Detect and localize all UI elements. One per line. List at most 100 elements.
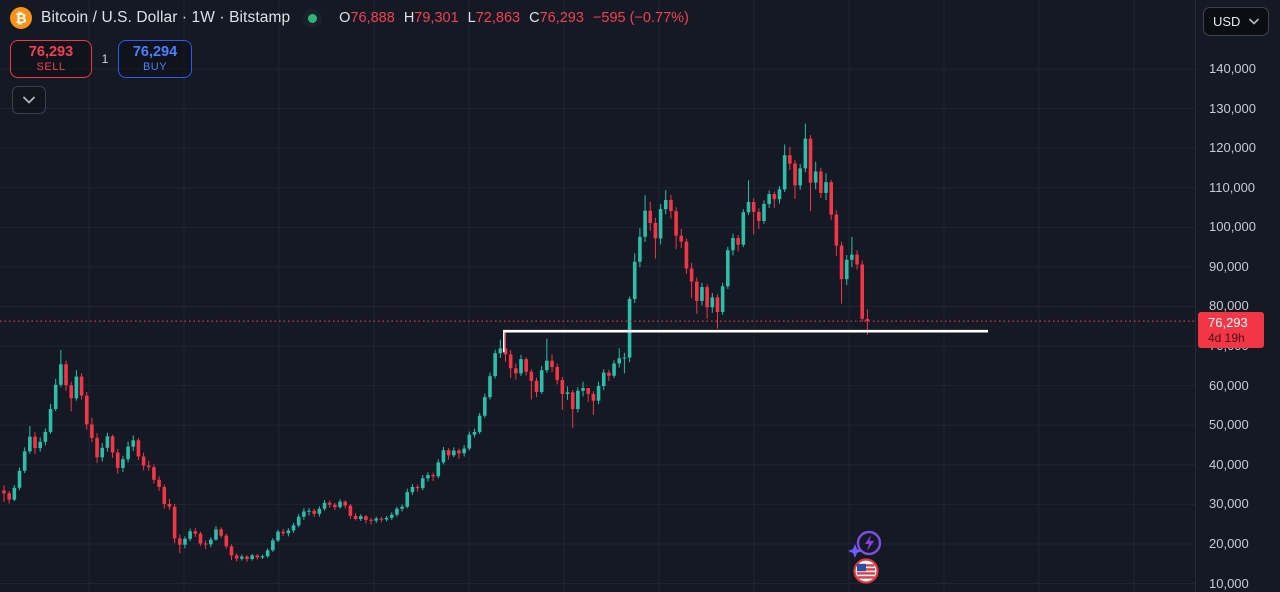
candle-body (850, 254, 854, 260)
candle-body (193, 531, 198, 534)
price-axis-label: 20,000 (1209, 535, 1249, 551)
us-flag-event-icon[interactable] (853, 558, 879, 589)
ohlc-values: O 76,888 H 79,301 L 72,863 C 76,293 −595 (−0… (339, 10, 689, 26)
candle-body (436, 462, 441, 477)
candle-body (348, 505, 353, 516)
candle-body (720, 286, 725, 313)
candle-body (462, 448, 466, 454)
candle-body (550, 360, 554, 368)
candle-body (322, 502, 327, 509)
candle-body (7, 493, 11, 500)
market-status-icon[interactable] (303, 8, 323, 28)
candle-body (64, 364, 68, 386)
candle-body (829, 182, 833, 215)
candle-body (648, 210, 653, 223)
low-label: L (467, 10, 476, 26)
price-axis-label: 80,000 (1209, 298, 1249, 314)
candle-body (612, 363, 616, 376)
candle-body (777, 189, 782, 200)
price-axis-label: 90,000 (1209, 258, 1249, 274)
candle-body (33, 436, 37, 449)
candle-body (22, 451, 27, 471)
candle-body (224, 535, 229, 547)
candle-body (100, 447, 105, 458)
candle-body (803, 138, 808, 169)
price-axis-label: 110,000 (1209, 179, 1256, 195)
candle-body (638, 236, 642, 262)
candle-body (364, 516, 368, 520)
candle-body (855, 254, 859, 265)
candle-body (503, 348, 508, 355)
high-value: 79,301 (414, 10, 459, 26)
candle-body (519, 359, 523, 374)
candle-body (338, 501, 342, 508)
candle-body (679, 235, 684, 242)
candle-body (426, 475, 430, 479)
candle-body (214, 529, 218, 540)
candle-body (302, 511, 306, 517)
candle-body (384, 517, 389, 520)
candle-body (69, 385, 74, 399)
candle-countdown: 4d 19h (1208, 330, 1245, 345)
low-value: 72,863 (475, 10, 521, 26)
market-open-dot (308, 13, 318, 23)
candle-body (782, 155, 787, 190)
high-label: H (403, 10, 415, 26)
candle-body (141, 456, 146, 466)
candle-body (177, 538, 182, 545)
price-chart[interactable] (0, 0, 1195, 592)
candle-body (374, 518, 379, 521)
ai-event-marker-icon[interactable] (846, 528, 884, 565)
candle-body (488, 376, 492, 398)
candle-body (767, 194, 771, 204)
candle-body (369, 519, 373, 521)
candle-body (658, 209, 663, 239)
candle-body (617, 358, 622, 364)
candle-body (798, 168, 802, 186)
candle-body (663, 200, 668, 210)
candle-body (601, 372, 606, 387)
candle-body (860, 264, 865, 319)
candle-body (410, 486, 415, 493)
candle-body (508, 354, 513, 369)
sell-price: 76,293 (28, 44, 74, 61)
candle-body (865, 318, 870, 322)
currency-value: USD (1213, 14, 1241, 29)
last-price-tag: 76,293 4d 19h (1198, 312, 1264, 349)
candle-body (317, 508, 322, 514)
candle-body (28, 436, 32, 452)
candle-body (126, 446, 130, 460)
candle-body (819, 171, 823, 193)
candle-body (586, 388, 591, 394)
candle-body (669, 200, 673, 212)
sell-button[interactable]: 76,293 SELL (10, 40, 92, 78)
candle-body (167, 503, 172, 507)
chevron-down-icon (23, 96, 35, 104)
candle-body (622, 357, 627, 359)
currency-selector[interactable]: USD (1203, 7, 1269, 36)
price-axis-label: 120,000 (1209, 140, 1256, 156)
candle-body (105, 436, 110, 448)
candle-body (751, 201, 756, 212)
symbol-title[interactable]: Bitcoin / U.S. Dollar · 1W · Bitstamp (41, 9, 291, 26)
collapse-panel-button[interactable] (12, 86, 46, 114)
chevron-down-icon (1249, 18, 1259, 25)
candle-body (808, 138, 813, 183)
candle-body (157, 479, 161, 487)
candle-body (281, 531, 285, 534)
candle-body (674, 211, 678, 236)
price-axis-label: 40,000 (1209, 456, 1249, 472)
candle-body (467, 434, 472, 449)
candle-body (389, 514, 394, 518)
close-value: 76,293 (539, 10, 584, 26)
candle-body (451, 450, 456, 456)
open-label: O (339, 10, 351, 26)
buy-label: BUY (142, 61, 168, 74)
candle-body (327, 502, 332, 505)
candle-body (358, 516, 363, 520)
candle-body (121, 459, 125, 468)
buy-button[interactable]: 76,294 BUY (118, 40, 192, 78)
price-axis[interactable]: 140,000 130,000 120,000 110,000 100,000 90,00… (1195, 0, 1280, 592)
candle-body (276, 531, 280, 541)
candle-body (183, 538, 187, 545)
